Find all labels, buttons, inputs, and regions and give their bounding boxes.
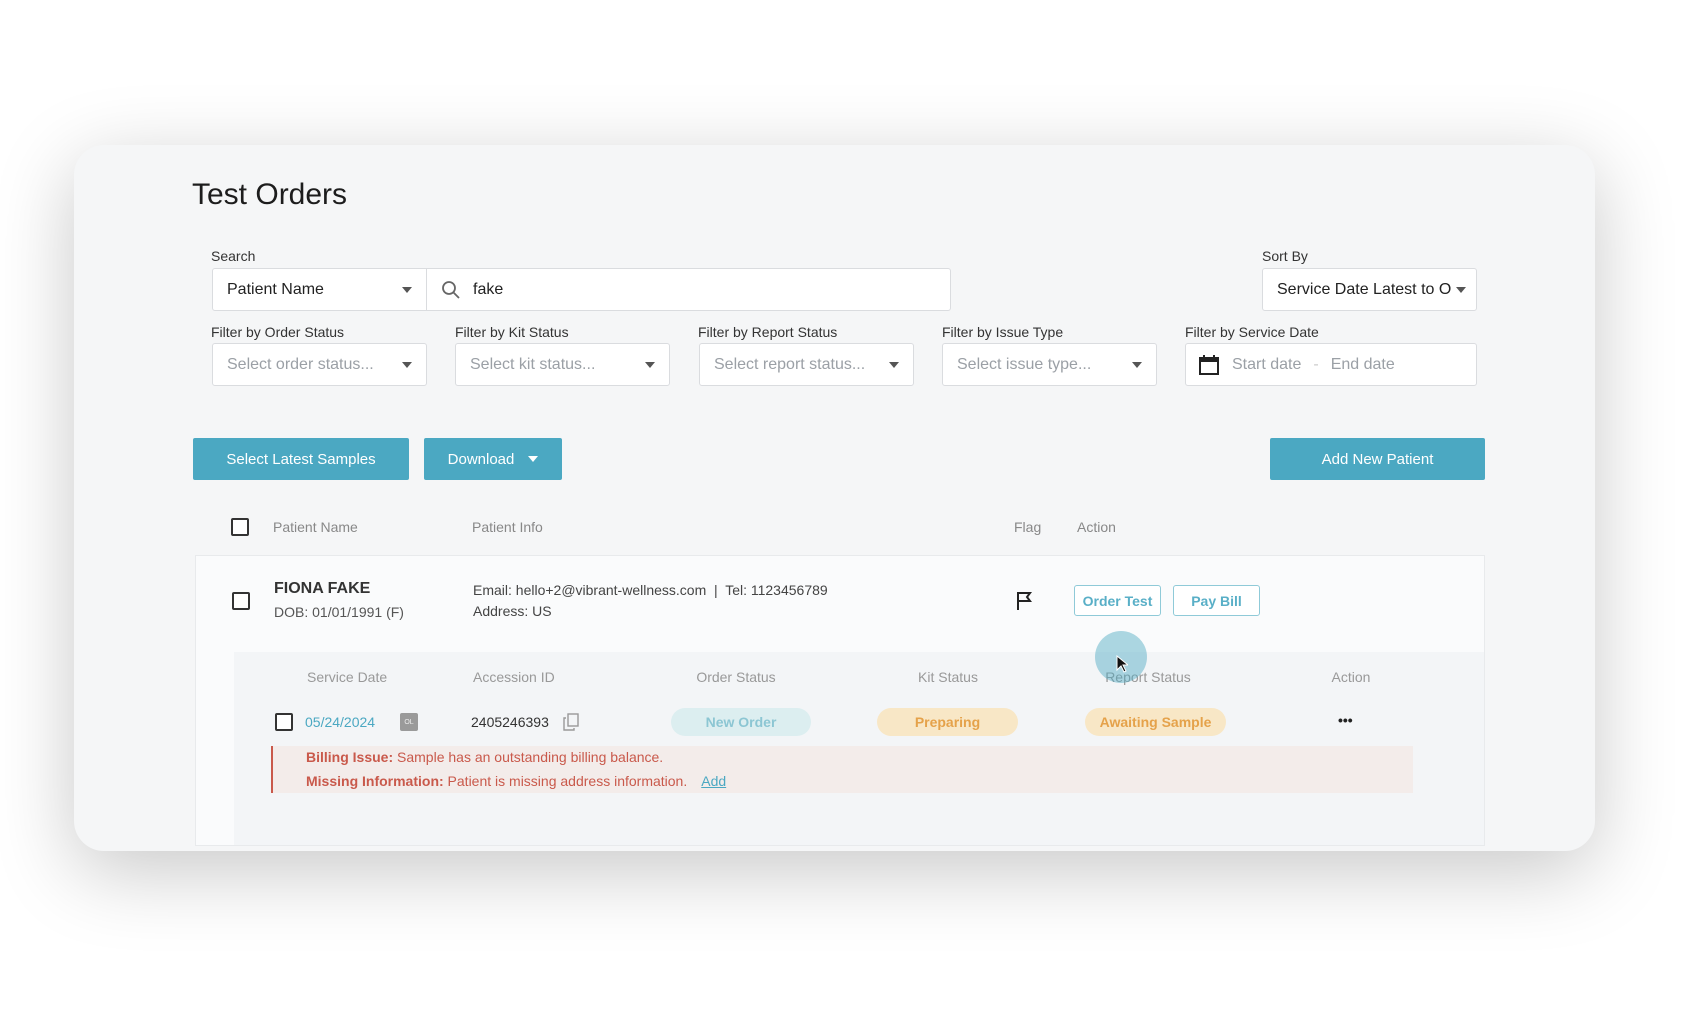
placeholder: Select kit status... [470, 355, 596, 373]
flag-icon[interactable] [1015, 591, 1035, 611]
click-indicator [1095, 631, 1147, 683]
patient-contact: Email: hello+2@vibrant-wellness.com | Te… [473, 582, 828, 598]
sample-checkbox[interactable] [275, 713, 293, 731]
chevron-down-icon [402, 286, 412, 293]
patient-checkbox[interactable] [232, 592, 250, 610]
add-address-link[interactable]: Add [701, 773, 727, 789]
search-field-value: Patient Name [227, 280, 324, 298]
service-date-filter-label: Filter by Service Date [1185, 324, 1319, 340]
report-status-badge: Awaiting Sample [1085, 708, 1226, 736]
header-kit-status: Kit Status [918, 669, 978, 685]
search-input[interactable]: fake [426, 268, 951, 311]
date-separator: - [1313, 355, 1319, 373]
pay-bill-button[interactable]: Pay Bill [1173, 585, 1260, 616]
kit-status-badge: Preparing [877, 708, 1018, 736]
patient-address: Address: US [473, 603, 552, 619]
order-status-badge: New Order [671, 708, 811, 736]
header-order-status: Order Status [696, 669, 776, 685]
header-patient-info: Patient Info [472, 519, 543, 535]
add-new-patient-button[interactable]: Add New Patient [1270, 438, 1485, 480]
more-options-icon[interactable]: ••• [1338, 712, 1353, 728]
issue-text: Patient is missing address information. [443, 773, 688, 789]
download-label: Download [447, 450, 515, 468]
order-test-button[interactable]: Order Test [1074, 585, 1161, 616]
calendar-icon [1199, 354, 1219, 375]
placeholder: Select report status... [714, 355, 866, 373]
issue-type-filter-label: Filter by Issue Type [942, 324, 1064, 340]
report-status-filter[interactable]: Select report status... [699, 343, 914, 386]
sort-select[interactable]: Service Date Latest to O [1262, 268, 1477, 311]
header-service-date: Service Date [307, 669, 388, 685]
copy-icon[interactable] [563, 713, 579, 731]
issue-type: Missing Information: [306, 773, 444, 789]
chevron-down-icon [645, 361, 655, 368]
header-flag: Flag [1014, 519, 1042, 535]
service-date-link[interactable]: 05/24/2024 [305, 714, 376, 730]
search-label: Search [211, 248, 256, 264]
patient-name[interactable]: FIONA FAKE [274, 580, 371, 597]
page-title: Test Orders [192, 178, 348, 211]
select-latest-samples-button[interactable]: Select Latest Samples [193, 438, 409, 480]
search-icon [442, 280, 460, 299]
cursor-icon [1116, 655, 1128, 673]
end-date-input[interactable]: End date [1330, 355, 1395, 373]
ol-badge: OL [400, 713, 418, 731]
report-status-filter-label: Filter by Report Status [698, 324, 838, 340]
order-status-filter[interactable]: Select order status... [212, 343, 427, 386]
missing-info-issue: Missing Information: Patient is missing … [306, 773, 726, 789]
kit-status-filter-label: Filter by Kit Status [455, 324, 569, 340]
placeholder: Select issue type... [957, 355, 1092, 373]
billing-issue: Billing Issue: Sample has an outstanding… [306, 749, 663, 765]
chevron-down-icon [889, 361, 899, 368]
sort-label: Sort By [1262, 248, 1308, 264]
header-accession-id: Accession ID [473, 669, 555, 685]
order-status-filter-label: Filter by Order Status [211, 324, 345, 340]
chevron-down-icon [528, 456, 539, 462]
issues-box [271, 746, 1413, 793]
header-patient-name: Patient Name [273, 519, 358, 535]
header-report-status: Report Status [1105, 669, 1191, 685]
issue-type: Billing Issue: [306, 749, 394, 765]
chevron-down-icon [402, 361, 412, 368]
download-button[interactable]: Download [424, 438, 562, 480]
start-date-input[interactable]: Start date [1232, 355, 1302, 373]
chevron-down-icon [1132, 361, 1142, 368]
kit-status-filter[interactable]: Select kit status... [455, 343, 670, 386]
header-action: Action [1077, 519, 1116, 535]
service-date-range[interactable]: Start date - End date [1185, 343, 1477, 386]
search-field-select[interactable]: Patient Name [212, 268, 427, 311]
header-sample-action: Action [1331, 669, 1371, 685]
select-all-checkbox[interactable] [231, 518, 249, 536]
sort-value: Service Date Latest to O [1277, 280, 1452, 298]
search-value: fake [473, 280, 504, 298]
chevron-down-icon [1456, 286, 1466, 293]
patient-dob: DOB: 01/01/1991 (F) [274, 604, 404, 620]
issue-text: Sample has an outstanding billing balanc… [393, 749, 664, 765]
placeholder: Select order status... [227, 355, 374, 373]
accession-id: 2405246393 [471, 714, 549, 730]
issue-type-filter[interactable]: Select issue type... [942, 343, 1157, 386]
